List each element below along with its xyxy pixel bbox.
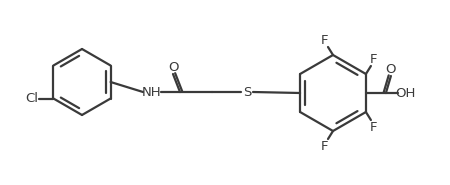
Text: O: O [168, 60, 178, 73]
Text: OH: OH [396, 87, 416, 100]
Text: F: F [321, 139, 329, 152]
Text: NH: NH [142, 85, 162, 98]
Text: F: F [321, 33, 329, 46]
Text: F: F [370, 120, 378, 134]
Text: F: F [370, 53, 378, 65]
Text: Cl: Cl [25, 92, 38, 105]
Text: S: S [243, 85, 251, 98]
Text: O: O [386, 63, 396, 75]
